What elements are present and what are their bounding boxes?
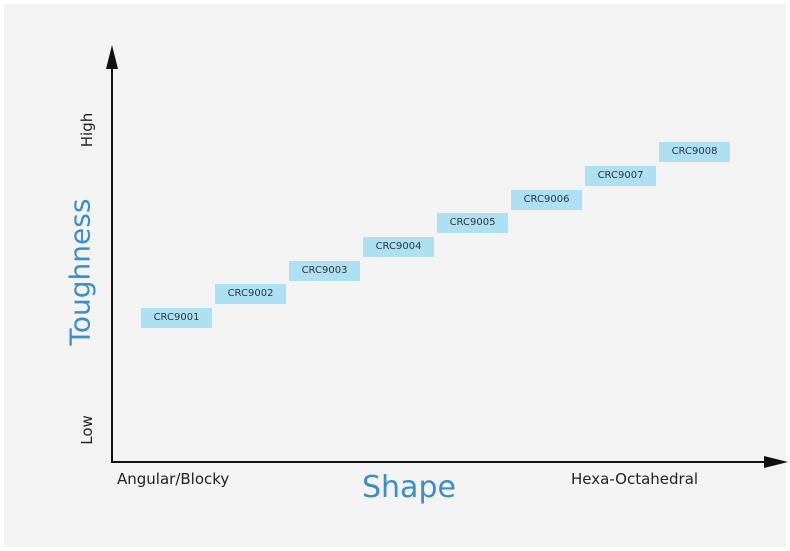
grade-box-crc9003: CRC9003 (289, 261, 360, 281)
y-axis-high-label: High (78, 112, 96, 148)
y-axis-title: Toughness (63, 198, 97, 346)
diagram-background (4, 4, 786, 547)
y-axis-arrow (106, 45, 118, 69)
grade-box-crc9005: CRC9005 (437, 213, 508, 233)
x-axis-arrow (764, 456, 788, 468)
grade-box-crc9004: CRC9004 (363, 237, 434, 257)
x-axis-right-label: Hexa-Octahedral (571, 470, 699, 488)
grade-box-crc9006: CRC9006 (511, 190, 582, 210)
y-axis-low-label: Low (78, 415, 96, 445)
grade-box-crc9008: CRC9008 (659, 142, 730, 162)
x-axis-left-label: Angular/Blocky (117, 470, 230, 488)
grade-box-crc9001: CRC9001 (141, 308, 212, 328)
x-axis-title: Shape (362, 470, 456, 505)
grade-box-crc9007: CRC9007 (585, 166, 656, 186)
grade-box-crc9002: CRC9002 (215, 284, 286, 304)
